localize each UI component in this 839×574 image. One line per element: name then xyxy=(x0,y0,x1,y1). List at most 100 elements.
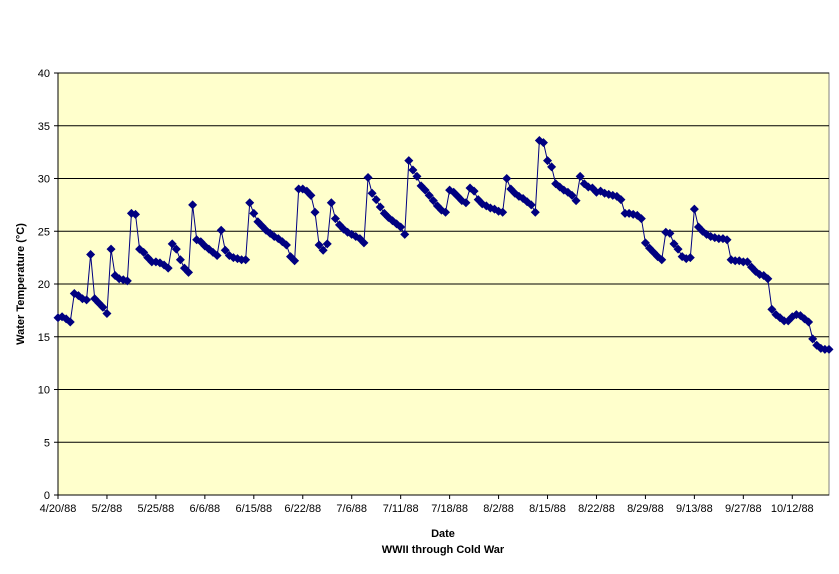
data-point xyxy=(412,171,422,181)
y-tick-label: 15 xyxy=(38,332,50,344)
y-tick-label: 5 xyxy=(44,437,50,449)
data-point xyxy=(428,196,438,206)
data-point xyxy=(498,207,508,217)
data-point xyxy=(424,190,434,200)
x-tick-label: 6/6/88 xyxy=(190,503,221,515)
data-point xyxy=(326,198,336,208)
data-point xyxy=(131,209,141,219)
data-point xyxy=(742,257,752,267)
x-tick-label: 6/22/88 xyxy=(284,503,321,515)
data-point xyxy=(57,312,67,322)
data-point xyxy=(359,238,369,248)
data-point xyxy=(363,172,373,182)
x-tick-label: 5/25/88 xyxy=(138,503,175,515)
x-tick-label: 4/20/88 xyxy=(40,503,77,515)
data-point xyxy=(396,222,406,232)
x-tick-label: 7/6/88 xyxy=(336,503,367,515)
x-tick-label: 7/18/88 xyxy=(431,503,468,515)
data-point xyxy=(763,274,773,284)
data-point xyxy=(530,207,540,217)
data-point xyxy=(538,138,548,148)
data-point xyxy=(122,276,132,286)
data-point xyxy=(106,244,116,254)
data-point xyxy=(669,239,679,249)
data-point xyxy=(82,295,92,305)
data-point xyxy=(808,334,818,344)
data-point xyxy=(469,186,479,196)
y-tick-label: 40 xyxy=(38,68,50,80)
data-point xyxy=(306,190,316,200)
data-point xyxy=(318,245,328,255)
y-axis-label: Water Temperature (°C) xyxy=(15,223,27,345)
data-point xyxy=(290,256,300,266)
data-point xyxy=(330,214,340,224)
x-tick-label: 8/29/88 xyxy=(627,503,664,515)
data-point xyxy=(804,317,814,327)
x-tick-label: 8/15/88 xyxy=(529,503,566,515)
data-point xyxy=(188,200,198,210)
data-point xyxy=(375,202,385,212)
y-tick-label: 35 xyxy=(38,121,50,133)
data-point xyxy=(400,229,410,239)
data-point xyxy=(171,244,181,254)
data-point xyxy=(547,162,557,172)
data-point xyxy=(408,165,418,175)
data-point xyxy=(567,190,577,200)
y-tick-label: 30 xyxy=(38,174,50,186)
data-point xyxy=(767,304,777,314)
y-tick-label: 10 xyxy=(38,385,50,397)
x-tick-label: 5/2/88 xyxy=(92,503,123,515)
x-axis-sublabel: WWII through Cold War xyxy=(382,544,505,556)
data-point xyxy=(310,207,320,217)
data-point xyxy=(461,198,471,208)
data-point xyxy=(673,244,683,254)
data-point xyxy=(543,156,553,166)
data-point xyxy=(281,240,291,250)
data-point xyxy=(689,204,699,214)
data-point xyxy=(98,302,108,312)
data-point xyxy=(636,214,646,224)
y-tick-label: 25 xyxy=(38,226,50,238)
x-tick-label: 9/27/88 xyxy=(725,503,762,515)
x-tick-label: 6/15/88 xyxy=(235,503,272,515)
y-tick-label: 0 xyxy=(44,490,50,502)
data-point xyxy=(184,267,194,277)
data-point xyxy=(86,249,96,259)
data-point xyxy=(139,247,149,257)
data-point xyxy=(65,317,75,327)
data-point xyxy=(404,156,414,166)
data-point xyxy=(502,174,512,183)
data-point xyxy=(420,185,430,195)
data-point xyxy=(175,255,185,265)
data-point xyxy=(657,255,667,265)
data-point xyxy=(575,171,585,181)
data-point xyxy=(314,240,324,250)
data-point xyxy=(220,245,230,255)
x-tick-label: 7/11/88 xyxy=(383,503,419,515)
data-point xyxy=(640,238,650,248)
data-point xyxy=(571,196,581,206)
x-tick-label: 10/12/88 xyxy=(771,503,814,515)
x-axis-label: Date xyxy=(431,528,455,540)
data-point xyxy=(241,255,251,265)
data-point xyxy=(216,225,226,235)
data-point xyxy=(441,207,451,217)
data-point xyxy=(224,251,234,261)
y-tick-label: 20 xyxy=(38,279,50,291)
x-tick-label: 8/22/88 xyxy=(578,503,615,515)
data-point xyxy=(245,198,255,208)
data-point xyxy=(616,195,626,205)
data-point xyxy=(665,228,675,238)
data-point xyxy=(322,239,332,249)
x-tick-label: 8/2/88 xyxy=(483,503,514,515)
data-point xyxy=(371,195,381,205)
data-point xyxy=(163,263,173,273)
data-point xyxy=(167,239,177,249)
data-point xyxy=(722,235,732,245)
data-point xyxy=(212,251,222,261)
data-point xyxy=(526,200,536,210)
data-point xyxy=(102,309,112,319)
data-point xyxy=(824,344,834,354)
data-point xyxy=(367,188,377,198)
